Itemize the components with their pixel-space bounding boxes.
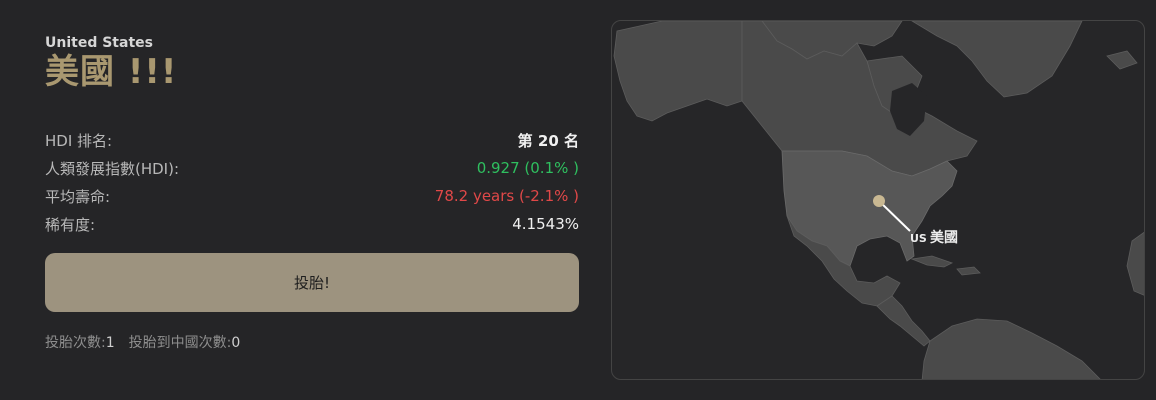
stat-label: 平均壽命:: [45, 187, 111, 206]
land-iceland: [1106, 50, 1138, 70]
country-name-zh: 美國 !!!: [45, 52, 579, 92]
reroll-count: 投胎次數:1: [45, 332, 115, 352]
stats-list: HDI 排名: 第 20 名 人類發展指數(HDI): 0.927 (0.1% …: [45, 126, 579, 238]
location-marker[interactable]: [873, 195, 885, 207]
marker-name: 美國: [930, 229, 958, 246]
stat-hdi-index: 人類發展指數(HDI): 0.927 (0.1% ): [45, 154, 579, 182]
stat-label: HDI 排名:: [45, 131, 113, 150]
land-cuba: [910, 255, 954, 268]
reroll-count-label: 投胎次數:: [45, 335, 106, 351]
land-mexico: [786, 215, 901, 307]
land-europe-edge: [1126, 231, 1144, 296]
stat-label: 稀有度:: [45, 215, 96, 234]
land-south-america: [921, 318, 1101, 379]
marker-leader-line: [878, 200, 911, 232]
stat-rarity: 稀有度: 4.1543%: [45, 210, 579, 238]
land-canada: [741, 21, 978, 177]
land-alaska: [613, 21, 743, 122]
stat-hdi-rank: HDI 排名: 第 20 名: [45, 126, 579, 154]
land-usa[interactable]: [781, 150, 958, 267]
stat-value: 0.927 (0.1% ): [476, 159, 579, 177]
water-hudson-bay: [890, 83, 927, 136]
stat-label: 人類發展指數(HDI):: [45, 159, 180, 178]
country-name-zh-text: 美國: [45, 52, 115, 92]
marker-code: US: [910, 232, 927, 245]
stat-life-expectancy: 平均壽命: 78.2 years (-2.1% ): [45, 182, 579, 210]
stat-value: 78.2 years (-2.1% ): [434, 187, 579, 205]
china-count: 投胎到中國次數:0: [129, 332, 241, 352]
country-name-en: United States: [45, 35, 153, 51]
map-svg: US 美國: [613, 21, 1144, 379]
country-exclaim: !!!: [127, 52, 178, 92]
china-count-label: 投胎到中國次數:: [128, 335, 232, 351]
land-greenland: [911, 21, 1083, 98]
counts-bar: 投胎次數:1 投胎到中國次數:0: [45, 332, 579, 352]
world-map[interactable]: US 美國: [611, 20, 1145, 380]
reroll-button[interactable]: 投胎!: [45, 253, 579, 312]
land-hispaniola: [956, 266, 981, 276]
stat-value: 4.1543%: [512, 215, 579, 233]
reroll-count-value: 1: [105, 335, 115, 351]
china-count-value: 0: [231, 335, 241, 351]
stat-value: 第 20 名: [517, 131, 579, 150]
land-central-america: [876, 295, 931, 347]
info-panel: United States 美國 !!! HDI 排名: 第 20 名 人類發展…: [45, 34, 579, 352]
